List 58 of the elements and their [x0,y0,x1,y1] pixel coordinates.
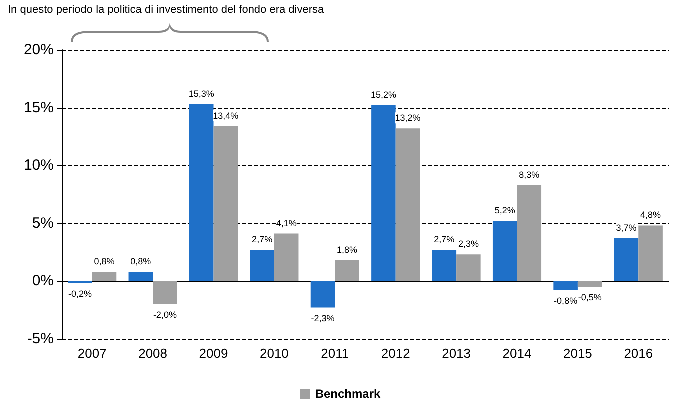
y-tick-label: 15% [24,99,54,116]
text: In questo periodo la politica di investimento del fondo era diversa [8,4,324,16]
data-label: -0,2% [68,289,92,300]
data-label: -2,0% [153,310,177,320]
legend-label: Benchmark [315,387,382,401]
bar [638,226,663,282]
bar [310,281,336,308]
data-label: -0,8% [554,296,578,306]
data-label: 13,4% [213,110,239,121]
bar [92,272,117,282]
x-tick-label: 2007 [78,346,107,361]
bar [274,234,299,282]
bar [614,238,639,282]
data-label: 0,8% [130,256,152,266]
bar [214,126,238,282]
bar [432,250,457,282]
bar [128,272,154,282]
bar [492,221,518,282]
data-label: 2,3% [458,239,479,250]
data-label: 2,7% [434,234,455,244]
bar [372,105,396,282]
data-label: 2,7% [252,234,273,244]
bar [68,281,92,284]
data-label: 3,7% [616,222,637,233]
x-tick-label: 2016 [624,346,654,361]
bar [396,128,420,282]
data-label: 15,3% [188,88,214,99]
y-tick-label: 5% [32,214,54,232]
x-tick-label: 2009 [199,346,228,361]
y-tick-label: 20% [24,42,54,58]
x-tick-label: 2014 [502,346,532,361]
bar [335,260,360,282]
x-tick-label: 2010 [260,346,289,361]
data-label: 1,8% [337,244,358,255]
bar [153,281,178,304]
y-tick-label: 10% [24,157,54,174]
y-tick-label: -5% [27,330,54,348]
data-label: 4,1% [276,218,297,228]
bar [456,254,481,282]
x-tick-label: 2012 [381,346,410,361]
data-label: 4,8% [640,210,662,220]
x-tick-label: 2008 [138,346,168,361]
data-label: 8,3% [519,170,540,180]
data-label: 13,2% [395,113,421,124]
x-tick-label: 2015 [563,346,592,361]
data-label: -0,5% [578,292,602,302]
bar [517,185,542,282]
bar [189,104,214,282]
data-label: 15,2% [370,90,396,100]
data-label: 0,8% [94,256,115,266]
x-tick-label: 2013 [442,346,472,361]
bar [554,281,578,290]
data-label: 5,2% [494,206,516,216]
x-tick-label: 2011 [321,346,350,361]
y-tick-label: 0% [32,272,54,290]
data-label: -2,3% [311,313,335,324]
bar [578,281,602,287]
bar [250,250,274,282]
